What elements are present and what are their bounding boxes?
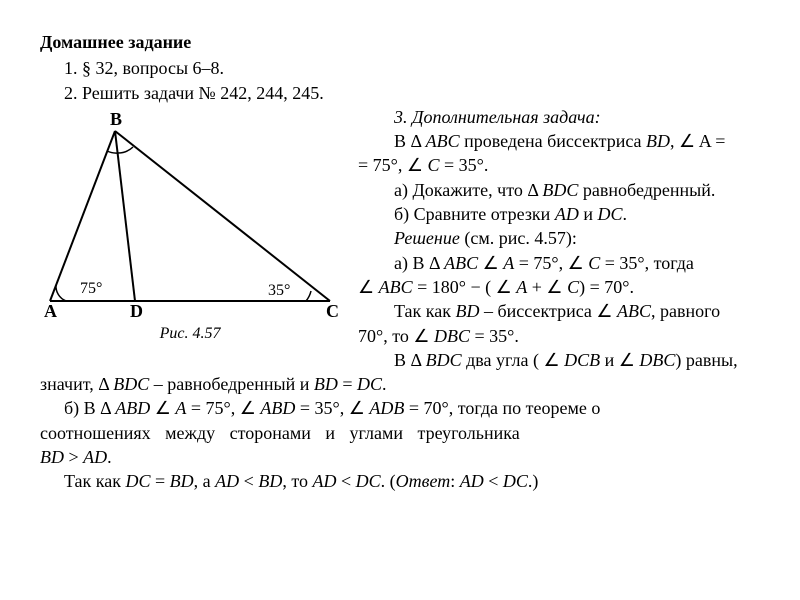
line-p15: Так как DC = BD, а AD < BD, то AD < DC. … xyxy=(40,469,760,493)
figure-caption: Рис. 4.57 xyxy=(40,323,340,345)
homework-line-2: 2. Решить задачи № 242, 244, 245. xyxy=(40,81,760,105)
line-p10: В Δ BDC два угла ( ∠ DCB и ∠ DBC) равны, xyxy=(40,348,760,372)
line-p14: BD > AD. xyxy=(40,445,760,469)
line-p12: б) В Δ ABD ∠ A = 75°, ∠ ABD = 35°, ∠ ADB… xyxy=(40,396,760,420)
homework-line-1: 1. § 32, вопросы 6–8. xyxy=(40,56,760,80)
homework-title: Домашнее задание xyxy=(40,30,760,54)
extra-label-text: 3. Дополнительная задача: xyxy=(394,107,601,127)
figure-block: A B C D 75° 35° Рис. 4.57 xyxy=(40,111,340,345)
svg-text:D: D xyxy=(130,301,143,321)
svg-text:C: C xyxy=(326,301,339,321)
svg-text:75°: 75° xyxy=(80,280,102,297)
line-p13: соотношениях между сторонами и углами тр… xyxy=(40,421,760,445)
svg-text:35°: 35° xyxy=(268,282,290,299)
line-p11: значит, Δ BDC – равнобедренный и BD = DC… xyxy=(40,372,760,396)
triangle-diagram: A B C D 75° 35° xyxy=(40,111,340,321)
svg-text:A: A xyxy=(44,301,57,321)
svg-text:B: B xyxy=(110,111,122,129)
